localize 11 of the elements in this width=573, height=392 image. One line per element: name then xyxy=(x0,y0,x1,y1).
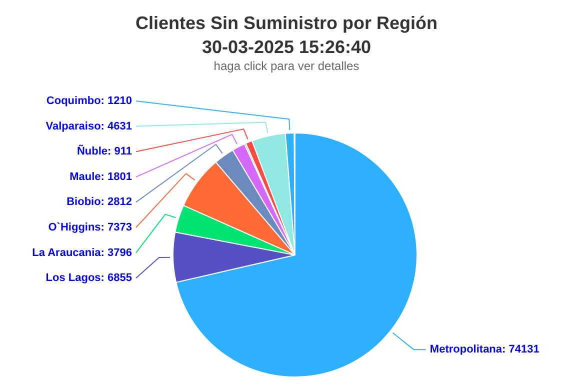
slice-label: Maule: 1801 xyxy=(70,170,132,183)
chart-subtitle: haga click para ver detalles xyxy=(214,59,360,73)
slice-label: Valparaiso: 4631 xyxy=(46,120,132,132)
slice-label: Los Lagos: 6855 xyxy=(46,272,132,284)
slice-label: Ñuble: 911 xyxy=(76,144,132,158)
slice-label: Metropolitana: 74131 xyxy=(430,344,540,356)
slice-label: La Araucania: 3796 xyxy=(32,246,132,259)
slice-label: Coquimbo: 1210 xyxy=(46,95,132,107)
slice-label: O`Higgins: 7373 xyxy=(48,222,132,234)
slice-label: Biobio: 2812 xyxy=(66,196,132,208)
chart-title: Clientes Sin Suministro por Región 30-03-2025 15:26:40 xyxy=(135,13,438,57)
